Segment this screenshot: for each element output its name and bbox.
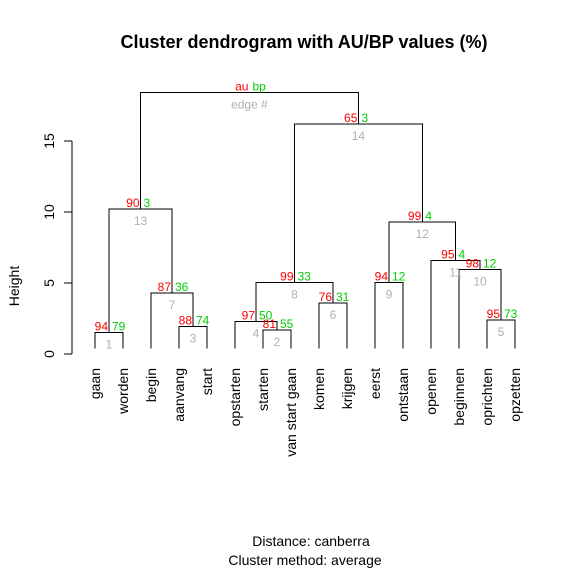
bp-value: 12 <box>483 257 497 271</box>
au-value: 81 <box>263 317 277 331</box>
edge-number: 2 <box>274 335 281 349</box>
au-value: 88 <box>179 313 193 327</box>
leaf-label: ontstaan <box>395 368 411 422</box>
edge-number: 5 <box>498 325 505 339</box>
cluster-method-label: Cluster method: average <box>228 552 382 568</box>
bp-value: 79 <box>112 320 126 334</box>
legend-edge: edge # <box>231 98 268 112</box>
chart-title: Cluster dendrogram with AU/BP values (%) <box>120 32 487 52</box>
au-value: 95 <box>487 307 501 321</box>
y-tick-label: 0 <box>41 350 57 358</box>
edge-number: 12 <box>416 227 430 241</box>
leaf-label: beginnen <box>451 368 467 426</box>
au-bp-legend: au bp edge # <box>231 80 268 112</box>
bp-value: 33 <box>298 269 312 283</box>
bp-value: 50 <box>259 308 273 322</box>
edge-number: 3 <box>190 331 197 345</box>
bp-value: 4 <box>425 209 432 223</box>
y-tick-label: 5 <box>41 279 57 287</box>
au-value: 87 <box>158 280 172 294</box>
edge-number: 6 <box>330 308 337 322</box>
au-value: 95 <box>441 247 455 261</box>
leaf-label: start <box>199 368 215 395</box>
y-ticks: 0 5 10 15 <box>41 133 72 358</box>
edge-number: 13 <box>134 214 148 228</box>
au-value: 97 <box>242 308 256 322</box>
leaf-label: opstarten <box>227 368 243 426</box>
merge-link <box>140 92 359 210</box>
edge-number: 4 <box>253 326 260 340</box>
bp-value: 55 <box>280 317 294 331</box>
y-axis-label: Height <box>6 266 22 307</box>
leaf-label: gaan <box>87 368 103 399</box>
au-value: 98 <box>466 257 480 271</box>
au-value: 99 <box>280 269 294 283</box>
leaf-label: openen <box>423 368 439 415</box>
bp-value: 12 <box>392 269 406 283</box>
dendrogram-tree <box>94 92 516 349</box>
leaf-label: starten <box>255 368 271 411</box>
bp-value: 4 <box>459 247 466 261</box>
legend-au: au <box>235 80 248 94</box>
bp-value: 73 <box>504 307 518 321</box>
au-value: 94 <box>375 269 389 283</box>
au-value: 94 <box>95 320 109 334</box>
legend-bp: bp <box>252 80 266 94</box>
bp-value: 31 <box>336 290 350 304</box>
edge-number: 10 <box>473 275 487 289</box>
leaf-label: oprichten <box>479 368 495 426</box>
leaf-label: eerst <box>367 368 383 399</box>
leaf-label: begin <box>143 368 159 402</box>
edge-number: 9 <box>386 287 393 301</box>
distance-label: Distance: canberra <box>252 533 370 549</box>
edge-number: 1 <box>106 338 113 352</box>
leaf-label: komen <box>311 368 327 410</box>
au-value: 99 <box>408 209 422 223</box>
leaf-label: krijgen <box>339 368 355 409</box>
edge-number: 14 <box>352 129 366 143</box>
edge-number: 11 <box>449 265 462 279</box>
bp-value: 3 <box>144 196 151 210</box>
au-value: 90 <box>126 196 140 210</box>
y-tick-label: 15 <box>41 133 57 149</box>
au-value: 65 <box>344 111 358 125</box>
merge-link <box>294 123 423 283</box>
leaf-label: aanvang <box>171 368 187 422</box>
bp-value: 3 <box>361 111 368 125</box>
edge-number: 8 <box>291 287 298 301</box>
leaf-label: worden <box>115 368 131 415</box>
leaf-label: opzetten <box>507 368 523 422</box>
bp-value: 36 <box>175 280 189 294</box>
au-value: 76 <box>319 290 333 304</box>
bp-value: 74 <box>196 313 210 327</box>
y-axis: 0 5 10 15 <box>41 133 73 358</box>
leaf-label: van start gaan <box>283 368 299 457</box>
leaf-labels: gaan worden begin aanvang start opstarten star… <box>87 368 523 457</box>
y-tick-label: 10 <box>41 204 57 220</box>
edge-number: 7 <box>169 298 176 312</box>
